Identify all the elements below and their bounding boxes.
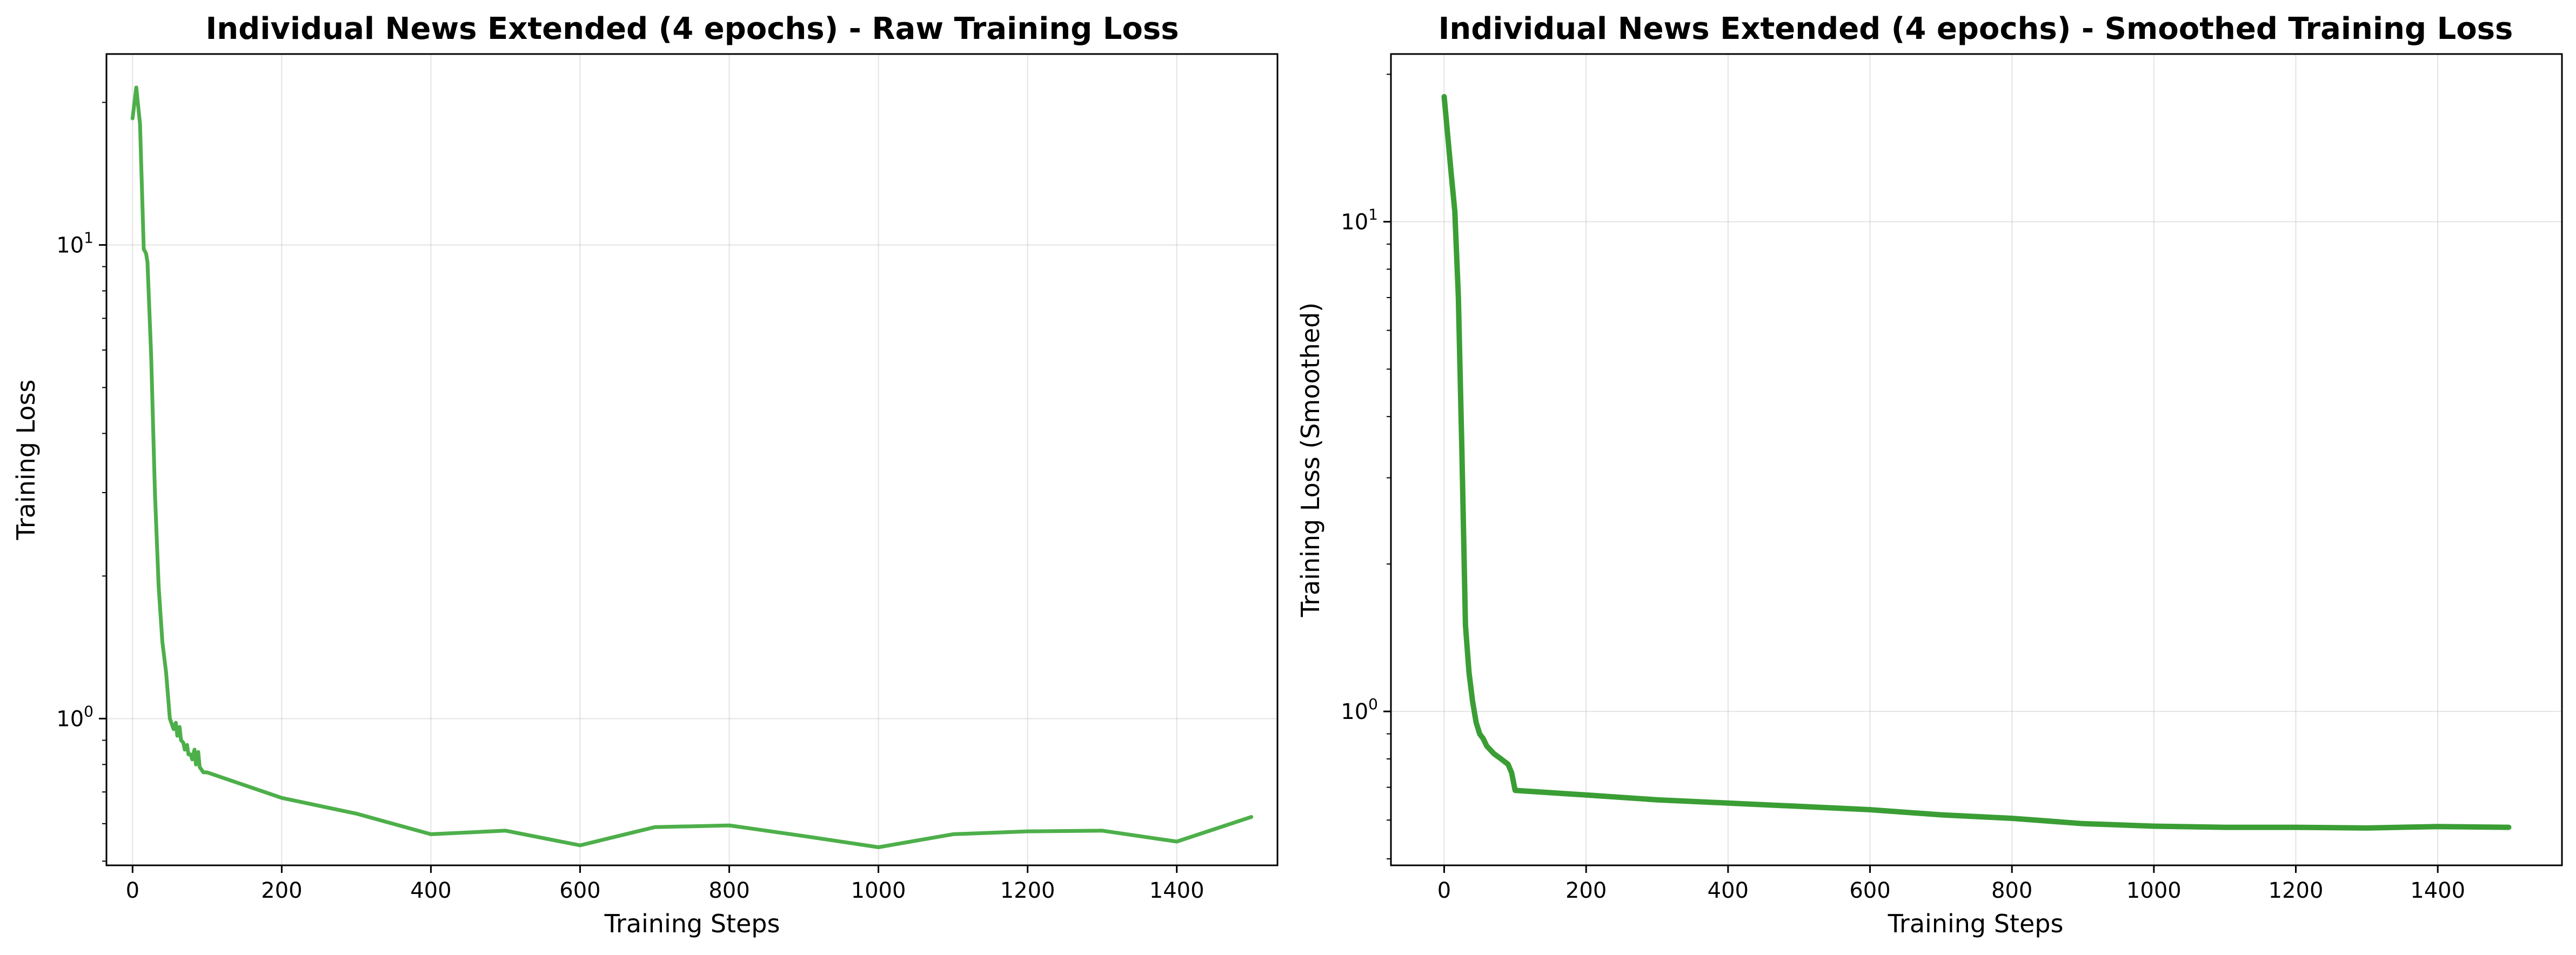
x-axis: 0 200 400 600 800 1000 1200 1400 <box>1437 865 2465 903</box>
x-tick-label: 1200 <box>1000 878 1055 903</box>
x-tick-label: 600 <box>559 878 600 903</box>
x-tick-label: 0 <box>126 878 139 903</box>
chart-title: Individual News Extended (4 epochs) - Ra… <box>205 11 1179 46</box>
x-tick-label: 400 <box>1708 878 1749 903</box>
y-tick-label: 100 <box>1341 695 1378 724</box>
x-tick-label: 200 <box>261 878 302 903</box>
x-tick-label: 400 <box>410 878 451 903</box>
y-tick-label: 101 <box>56 228 93 258</box>
loss-line <box>1441 94 2512 831</box>
x-tick-label: 0 <box>1437 878 1451 903</box>
y-axis: 100 101 <box>56 102 106 862</box>
x-axis-label: Training Steps <box>1888 909 2064 938</box>
x-tick-label: 1200 <box>2269 878 2324 903</box>
x-tick-label: 600 <box>1849 878 1890 903</box>
x-tick-label: 1000 <box>851 878 906 903</box>
x-tick-label: 800 <box>1991 878 2032 903</box>
x-tick-label: 1000 <box>2126 878 2182 903</box>
grid <box>106 54 1277 865</box>
chart-title: Individual News Extended (4 epochs) - Sm… <box>1438 11 2513 46</box>
x-axis-label: Training Steps <box>604 909 780 938</box>
raw-loss-chart: Individual News Extended (4 epochs) - Ra… <box>11 11 1279 938</box>
series-line <box>130 85 1254 849</box>
y-axis-label: Training Loss (Smoothed) <box>1296 302 1325 618</box>
x-tick-label: 1400 <box>2410 878 2465 903</box>
y-tick-label: 100 <box>56 702 93 731</box>
x-tick-label: 800 <box>708 878 750 903</box>
x-tick-label: 1400 <box>1149 878 1205 903</box>
x-axis: 0 200 400 600 800 1000 1200 1400 <box>126 865 1205 903</box>
plot-frame <box>105 53 1279 866</box>
y-axis: 100 101 <box>1341 73 1391 860</box>
plot-frame <box>1390 53 2563 866</box>
loss-line <box>130 85 1254 849</box>
smoothed-loss-chart: Individual News Extended (4 epochs) - Sm… <box>1296 11 2563 938</box>
x-tick-label: 200 <box>1565 878 1607 903</box>
grid <box>1391 54 2562 865</box>
y-axis-label: Training Loss <box>11 379 41 540</box>
y-tick-label: 101 <box>1341 205 1378 234</box>
series-line <box>1441 94 2512 831</box>
